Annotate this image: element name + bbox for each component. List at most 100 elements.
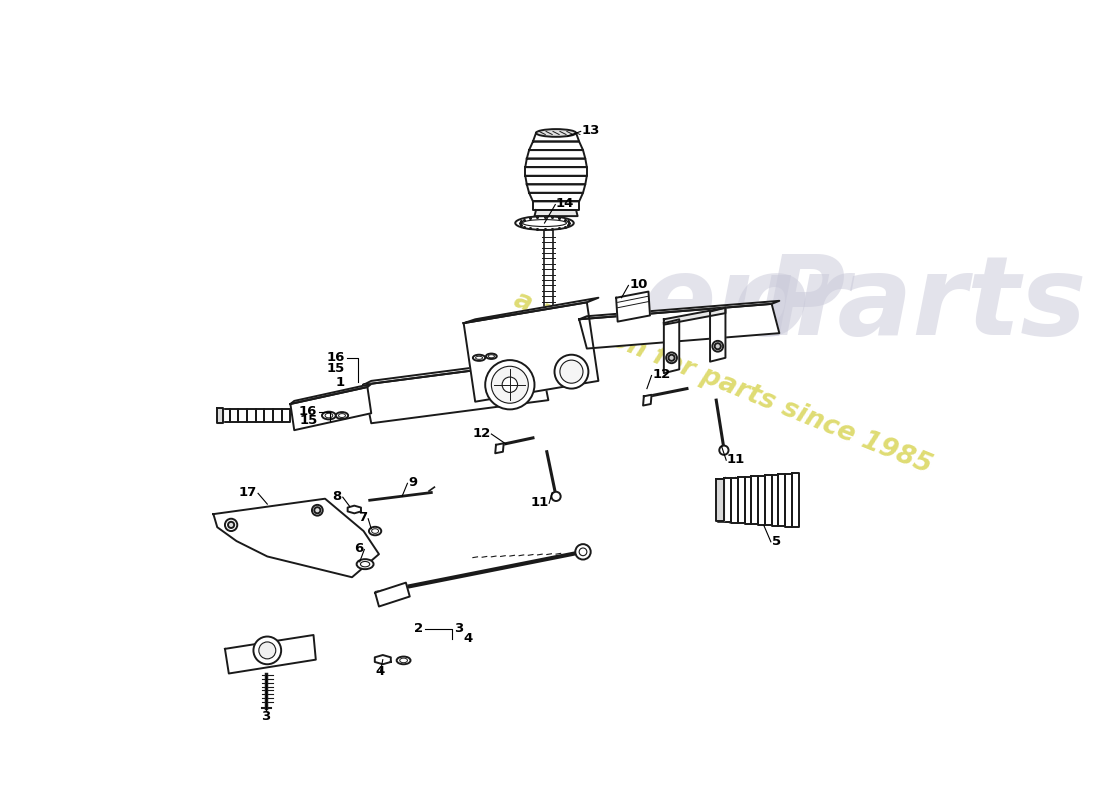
- Ellipse shape: [399, 658, 407, 662]
- Polygon shape: [529, 193, 583, 202]
- Polygon shape: [464, 298, 598, 323]
- Text: 6: 6: [354, 542, 363, 555]
- Polygon shape: [758, 476, 764, 525]
- Text: 15: 15: [299, 414, 318, 427]
- Circle shape: [669, 354, 674, 361]
- Polygon shape: [580, 301, 779, 319]
- Text: 4: 4: [376, 666, 385, 678]
- Circle shape: [315, 507, 320, 514]
- Text: 12: 12: [652, 368, 671, 382]
- Text: 16: 16: [327, 351, 345, 364]
- Text: 3: 3: [454, 622, 464, 635]
- Polygon shape: [725, 478, 732, 522]
- Polygon shape: [464, 302, 598, 402]
- Text: 17: 17: [239, 486, 257, 499]
- Text: 11: 11: [727, 453, 745, 466]
- Circle shape: [258, 642, 276, 659]
- Text: 9: 9: [408, 476, 417, 489]
- Ellipse shape: [326, 414, 332, 418]
- Text: eur: eur: [640, 250, 850, 358]
- Ellipse shape: [339, 414, 345, 418]
- Polygon shape: [375, 655, 390, 664]
- Polygon shape: [716, 479, 724, 521]
- Text: Parts: Parts: [763, 250, 1087, 358]
- Text: 8: 8: [332, 490, 342, 503]
- Circle shape: [551, 492, 561, 501]
- Polygon shape: [375, 582, 409, 606]
- Text: 3: 3: [261, 710, 271, 723]
- Ellipse shape: [397, 657, 410, 664]
- Polygon shape: [751, 476, 758, 524]
- Polygon shape: [527, 184, 585, 193]
- Circle shape: [502, 377, 518, 393]
- Circle shape: [312, 505, 322, 516]
- Polygon shape: [348, 506, 361, 514]
- Polygon shape: [616, 291, 650, 322]
- Polygon shape: [644, 394, 651, 406]
- Polygon shape: [363, 362, 548, 423]
- Ellipse shape: [361, 562, 370, 567]
- Polygon shape: [264, 410, 273, 422]
- Polygon shape: [213, 498, 378, 578]
- Ellipse shape: [336, 412, 349, 419]
- Polygon shape: [526, 176, 587, 184]
- Polygon shape: [526, 167, 587, 176]
- Text: 16: 16: [299, 405, 318, 418]
- Ellipse shape: [475, 356, 483, 359]
- Polygon shape: [230, 409, 239, 422]
- Ellipse shape: [486, 354, 497, 359]
- Polygon shape: [495, 443, 504, 454]
- Circle shape: [226, 518, 238, 531]
- Circle shape: [715, 343, 720, 350]
- Text: a passion for parts since 1985: a passion for parts since 1985: [510, 287, 935, 479]
- Ellipse shape: [473, 354, 485, 361]
- Polygon shape: [745, 477, 751, 524]
- Polygon shape: [248, 409, 255, 422]
- Polygon shape: [732, 478, 738, 522]
- Ellipse shape: [356, 559, 374, 569]
- Polygon shape: [290, 387, 372, 430]
- Polygon shape: [224, 635, 316, 674]
- Ellipse shape: [368, 527, 382, 535]
- Ellipse shape: [322, 412, 335, 419]
- Text: o: o: [733, 250, 810, 358]
- Polygon shape: [273, 410, 282, 422]
- Ellipse shape: [372, 529, 378, 534]
- Text: 5: 5: [772, 534, 781, 547]
- Ellipse shape: [515, 216, 574, 230]
- Text: 10: 10: [629, 278, 648, 291]
- Text: 1: 1: [336, 376, 345, 389]
- Circle shape: [560, 360, 583, 383]
- Polygon shape: [717, 478, 725, 522]
- Polygon shape: [534, 133, 580, 142]
- Text: 4: 4: [464, 632, 473, 646]
- Circle shape: [253, 637, 282, 664]
- Text: 7: 7: [359, 511, 367, 525]
- Ellipse shape: [536, 129, 576, 137]
- Circle shape: [554, 354, 588, 389]
- Polygon shape: [580, 304, 779, 349]
- Polygon shape: [290, 384, 372, 404]
- Polygon shape: [526, 158, 587, 167]
- Circle shape: [575, 544, 591, 559]
- Polygon shape: [779, 474, 785, 526]
- Polygon shape: [772, 474, 779, 526]
- Circle shape: [485, 360, 535, 410]
- Polygon shape: [764, 475, 772, 526]
- Circle shape: [719, 446, 728, 455]
- Polygon shape: [738, 478, 745, 523]
- Polygon shape: [527, 150, 585, 158]
- Polygon shape: [535, 210, 578, 216]
- Text: 13: 13: [582, 124, 600, 137]
- Polygon shape: [221, 410, 230, 422]
- Circle shape: [667, 353, 676, 363]
- Polygon shape: [239, 409, 248, 422]
- Polygon shape: [218, 408, 223, 423]
- Polygon shape: [529, 142, 583, 150]
- Text: 14: 14: [556, 198, 574, 210]
- Circle shape: [579, 548, 587, 556]
- Polygon shape: [664, 319, 680, 373]
- Polygon shape: [785, 474, 792, 526]
- Polygon shape: [363, 358, 548, 385]
- Polygon shape: [792, 474, 799, 527]
